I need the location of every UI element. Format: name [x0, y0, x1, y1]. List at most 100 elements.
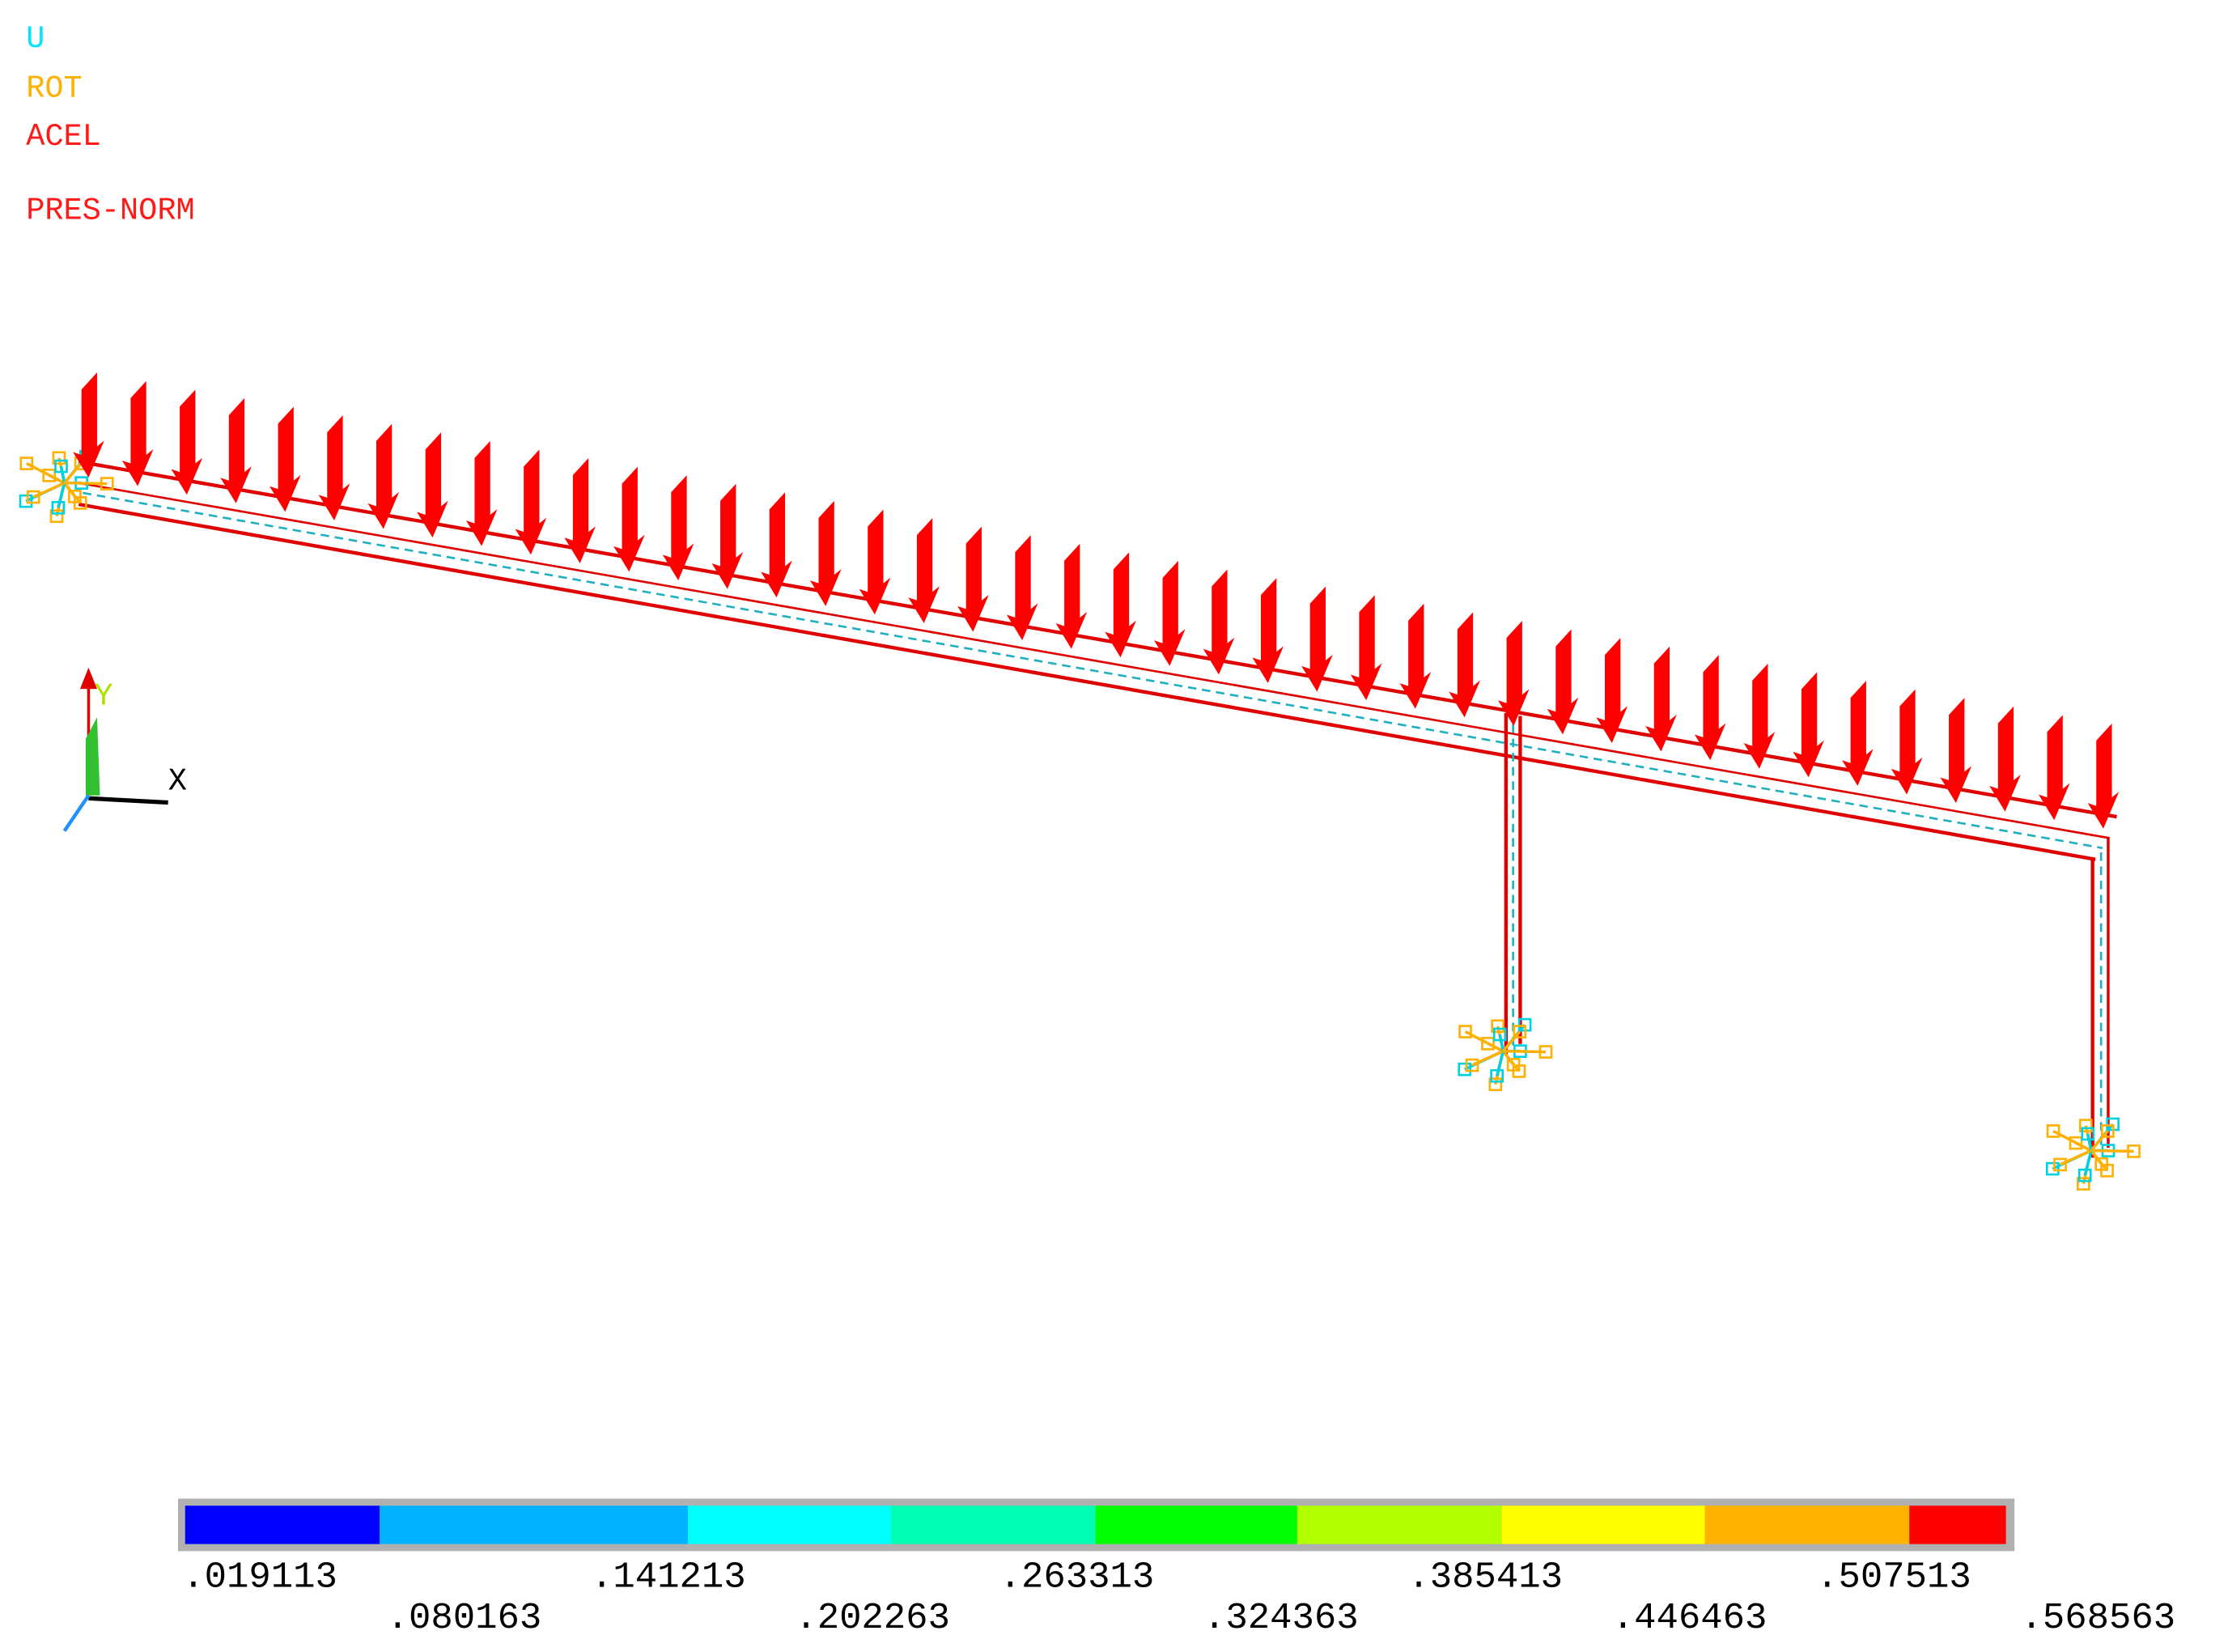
support-symbol	[68, 490, 82, 503]
legend: U ROT ACEL PRES-NORM	[26, 21, 194, 228]
pressure-arrow	[2038, 715, 2070, 821]
pressure-arrow	[1743, 663, 1776, 769]
pressure-arrow	[1940, 698, 1972, 804]
support-symbol	[1506, 1058, 1521, 1072]
contour-label: .080163	[387, 1597, 542, 1639]
support-symbol	[2046, 1124, 2060, 1138]
support-symbol	[2127, 1145, 2141, 1158]
pressure-arrow	[1694, 655, 1726, 761]
support-symbol	[1502, 1030, 1521, 1052]
contour-label: .202263	[795, 1597, 950, 1639]
legend-text: PRES-NORM	[26, 193, 194, 228]
y-arrow	[79, 667, 97, 690]
support-symbol	[19, 494, 33, 508]
contour-label: .385413	[1407, 1556, 1563, 1598]
contour-segment	[380, 1505, 689, 1544]
pressure-arrow	[1547, 629, 1579, 735]
pressure-arrow	[1105, 552, 1136, 658]
pressure-arrow	[1203, 569, 1235, 675]
beam-top-edge	[78, 460, 2117, 819]
contour-segment	[890, 1505, 1096, 1544]
pressure-arrow	[318, 415, 350, 520]
contour-label: .568563	[2021, 1597, 2176, 1639]
pressure-arrow	[465, 440, 498, 546]
support-symbol	[59, 465, 66, 484]
support-symbol	[2083, 1150, 2093, 1176]
support-symbol	[2090, 1149, 2134, 1153]
support-symbol	[2081, 1127, 2095, 1141]
contour-label: .263313	[999, 1556, 1155, 1598]
support-symbol	[100, 477, 114, 491]
support-symbol	[1465, 1058, 1479, 1072]
support-symbol	[2090, 1130, 2109, 1152]
pressure-arrow	[269, 406, 301, 512]
contour-label: .141213	[591, 1556, 746, 1598]
pressure-arrow	[1055, 543, 1088, 649]
contour-label: .019113	[182, 1556, 337, 1598]
support-symbol	[64, 481, 108, 486]
x-axis	[88, 796, 168, 805]
pressure-arrow	[1301, 586, 1333, 692]
pressure-arrow	[761, 492, 792, 598]
support-symbol	[19, 457, 34, 470]
pressure-arrow	[367, 423, 400, 529]
support-symbol	[2077, 1168, 2092, 1183]
support-symbol	[57, 482, 66, 508]
support-symbol	[2076, 1177, 2090, 1191]
beam-mesh	[83, 491, 2103, 849]
support-symbol	[49, 509, 64, 524]
pressure-arrow	[2087, 723, 2120, 829]
pressure-arrows	[73, 372, 2120, 829]
support-symbol	[2053, 1157, 2067, 1172]
support-symbol	[1501, 1050, 1515, 1066]
pressure-arrow	[73, 372, 104, 478]
support-symbol	[2069, 1136, 2083, 1150]
pressure-arrow	[417, 432, 448, 538]
axis-triad: Y X	[62, 667, 187, 832]
pressure-arrow	[1252, 578, 1284, 683]
pressure-arrow	[809, 500, 842, 606]
pressure-arrow	[1645, 646, 1677, 752]
pressure-arrow	[662, 475, 694, 580]
support-symbol	[1491, 1019, 1505, 1034]
beam-mid-edge	[78, 482, 2110, 839]
contour-segment	[1501, 1505, 1705, 1544]
pressure-arrow	[515, 449, 547, 555]
support-symbol	[1458, 1062, 1472, 1077]
contour-segment	[1095, 1505, 1297, 1544]
support-symbol	[2045, 1161, 2060, 1176]
contour-segment	[1704, 1505, 1910, 1544]
support-symbol	[1458, 1025, 1472, 1038]
pressure-arrow	[1350, 595, 1382, 701]
support-symbol	[2101, 1124, 2115, 1138]
pressure-arrow	[1399, 603, 1432, 709]
pressure-arrow	[908, 518, 940, 623]
support-symbol	[2078, 1119, 2093, 1132]
pressure-arrow	[1596, 638, 1628, 743]
contour-label: .507513	[1816, 1556, 1971, 1598]
legend-text: ROT	[26, 70, 82, 106]
contour-bar: .019113 .080163 .141213 .202263 .263313 .3243…	[177, 1498, 2176, 1639]
pressure-arrow	[711, 483, 744, 589]
pressure-arrow	[1891, 689, 1923, 795]
pressure-arrow	[171, 389, 203, 495]
support-symbol	[63, 462, 83, 484]
support-symbol	[1488, 1077, 1503, 1092]
support-symbol	[2086, 1133, 2093, 1151]
contour-label: .324363	[1203, 1597, 1359, 1639]
contour-segment	[185, 1505, 380, 1544]
support-symbol	[1538, 1045, 1553, 1059]
legend-text: U	[26, 21, 45, 57]
pressure-arrow	[613, 466, 645, 572]
pressure-arrow	[859, 509, 891, 615]
pressure-arrow	[1153, 560, 1186, 666]
pressure-arrow	[121, 380, 154, 486]
z-axis	[62, 794, 91, 832]
pressure-arrow	[220, 397, 252, 503]
pressure-arrow	[957, 526, 989, 632]
pressure-arrow	[1449, 612, 1480, 718]
support-symbol	[26, 490, 40, 504]
